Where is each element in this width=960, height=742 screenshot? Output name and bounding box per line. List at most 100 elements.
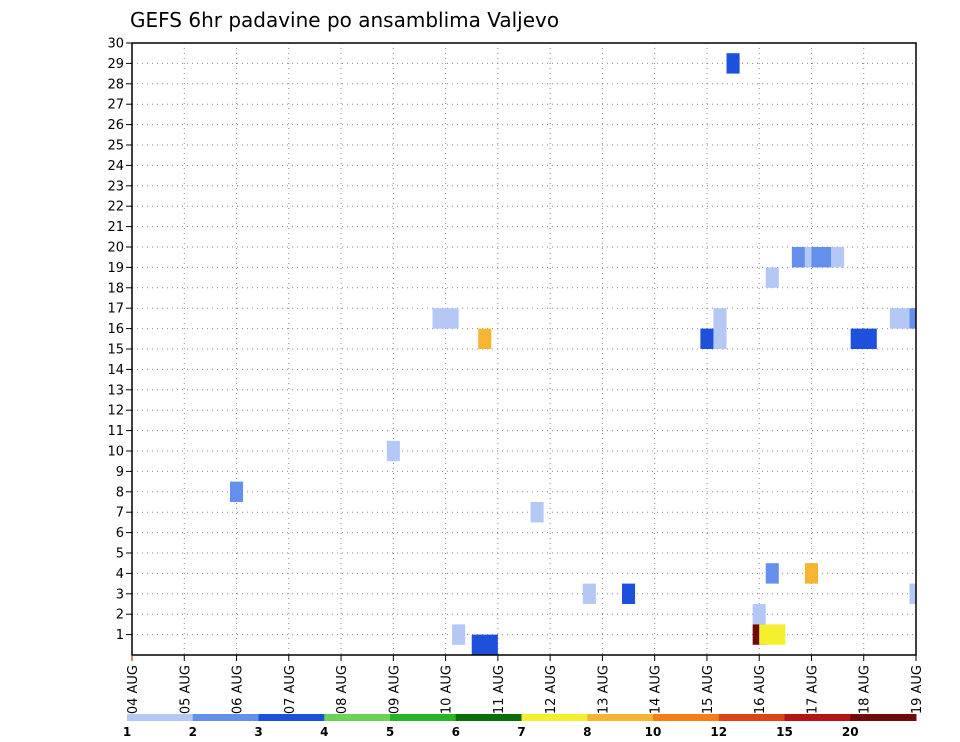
heatmap-cell — [230, 481, 244, 502]
legend-swatch — [718, 714, 785, 721]
x-tick-label: 17 AUG — [805, 665, 820, 714]
plot-frame — [131, 42, 917, 656]
heatmap-cell — [622, 583, 636, 604]
legend-label: 15 — [776, 725, 793, 739]
y-tick-label: 17 — [107, 302, 124, 317]
y-tick-label: 18 — [107, 281, 124, 296]
y-tick-label: 7 — [116, 506, 124, 521]
heatmap-cell — [804, 563, 818, 584]
legend-swatch — [258, 714, 325, 721]
y-tick-label: 13 — [107, 383, 124, 398]
legend-swatch — [390, 714, 457, 721]
legend-swatch — [192, 714, 259, 721]
y-tick-label: 24 — [107, 159, 124, 174]
legend-label: 3 — [254, 725, 262, 739]
heatmap-cell — [765, 563, 779, 584]
legend-label: 8 — [583, 725, 591, 739]
legend-swatch — [521, 714, 588, 721]
heatmap-cell — [713, 308, 727, 329]
y-tick-label: 9 — [116, 465, 124, 480]
x-tick-label: 15 AUG — [701, 665, 716, 714]
x-tick-label: 11 AUG — [492, 665, 507, 714]
heatmap-cell — [909, 308, 916, 329]
y-tick-label: 21 — [107, 220, 124, 235]
heatmap-cell — [791, 247, 805, 268]
y-tick-label: 28 — [107, 77, 124, 92]
legend-label: 12 — [710, 725, 727, 739]
y-tick-label: 14 — [107, 363, 124, 378]
x-tick-label: 06 AUG — [231, 665, 246, 714]
heatmap-cell — [726, 53, 740, 74]
legend-label: 2 — [189, 725, 197, 739]
x-tick-label: 13 AUG — [596, 665, 611, 714]
y-tick-label: 26 — [107, 118, 124, 133]
y-tick-label: 16 — [107, 322, 124, 337]
legend-label: 6 — [452, 725, 460, 739]
heatmap-cell — [831, 247, 845, 268]
x-tick-label: 10 AUG — [440, 665, 455, 714]
chart-title: GEFS 6hr padavine po ansamblima Valjevo — [130, 8, 559, 32]
y-tick-label: 4 — [116, 567, 124, 582]
heatmap-cell — [582, 583, 596, 604]
x-tick-label: 05 AUG — [178, 665, 193, 714]
legend: 1 2 3 4 5 6 7 8 10 12 15 20 — [123, 714, 917, 739]
legend-swatch — [324, 714, 391, 721]
x-tick-label: 18 AUG — [858, 665, 873, 714]
legend-swatch — [784, 714, 851, 721]
legend-label: 5 — [386, 725, 394, 739]
heatmap-cell — [452, 624, 466, 645]
y-tick-label: 5 — [116, 547, 124, 562]
cells-layer — [230, 53, 916, 655]
y-tick-label: 15 — [107, 343, 124, 358]
x-tick-label: 07 AUG — [283, 665, 298, 714]
x-tick-label: 16 AUG — [753, 665, 768, 714]
x-axis: 04 AUG 05 AUG 06 AUG 07 AUG 08 AUG 09 AUG 10 A… — [126, 655, 925, 714]
legend-label: 10 — [645, 725, 662, 739]
heatmap-cell — [909, 583, 916, 604]
y-tick-label: 1 — [116, 628, 124, 643]
heatmap-cell — [700, 328, 714, 349]
y-axis: 1234567891011121314151617181920212223242… — [107, 37, 132, 643]
y-tick-label: 3 — [116, 587, 124, 602]
legend-label: 1 — [123, 725, 131, 739]
y-tick-label: 29 — [107, 57, 124, 72]
legend-label: 4 — [320, 725, 328, 739]
heatmap-cell — [432, 308, 459, 329]
x-tick-label: 04 AUG — [126, 665, 141, 714]
legend-swatch — [587, 714, 654, 721]
y-tick-label: 23 — [107, 179, 124, 194]
y-tick-label: 2 — [116, 608, 124, 623]
legend-label: 7 — [517, 725, 525, 739]
y-tick-label: 27 — [107, 98, 124, 113]
legend-swatch — [127, 714, 194, 721]
y-tick-label: 8 — [116, 485, 124, 500]
y-tick-label: 30 — [107, 37, 124, 52]
y-tick-label: 10 — [107, 445, 124, 460]
heatmap-cell — [530, 502, 544, 523]
y-tick-label: 11 — [107, 424, 124, 439]
heatmap-cell — [759, 624, 786, 645]
heatmap-cell — [752, 604, 766, 625]
y-tick-label: 20 — [107, 241, 124, 256]
heatmap-cell — [850, 328, 877, 349]
x-tick-label: 08 AUG — [335, 665, 350, 714]
heatmap-cell — [478, 328, 492, 349]
x-tick-label: 12 AUG — [544, 665, 559, 714]
legend-label: 20 — [842, 725, 859, 739]
heatmap-cell — [765, 267, 779, 288]
legend-swatch — [455, 714, 522, 721]
y-tick-label: 19 — [107, 261, 124, 276]
grid-layer — [131, 42, 917, 655]
y-tick-label: 12 — [107, 404, 124, 419]
heatmap-cell — [386, 440, 400, 462]
heatmap-cell — [471, 634, 498, 655]
legend-swatch — [850, 714, 917, 721]
y-tick-label: 22 — [107, 200, 124, 215]
heatmap-cell — [713, 328, 727, 349]
x-tick-label: 14 AUG — [649, 665, 664, 714]
y-tick-label: 6 — [116, 526, 124, 541]
x-tick-label: 19 AUG — [910, 665, 925, 714]
legend-swatch — [653, 714, 720, 721]
x-tick-label: 09 AUG — [387, 665, 402, 714]
